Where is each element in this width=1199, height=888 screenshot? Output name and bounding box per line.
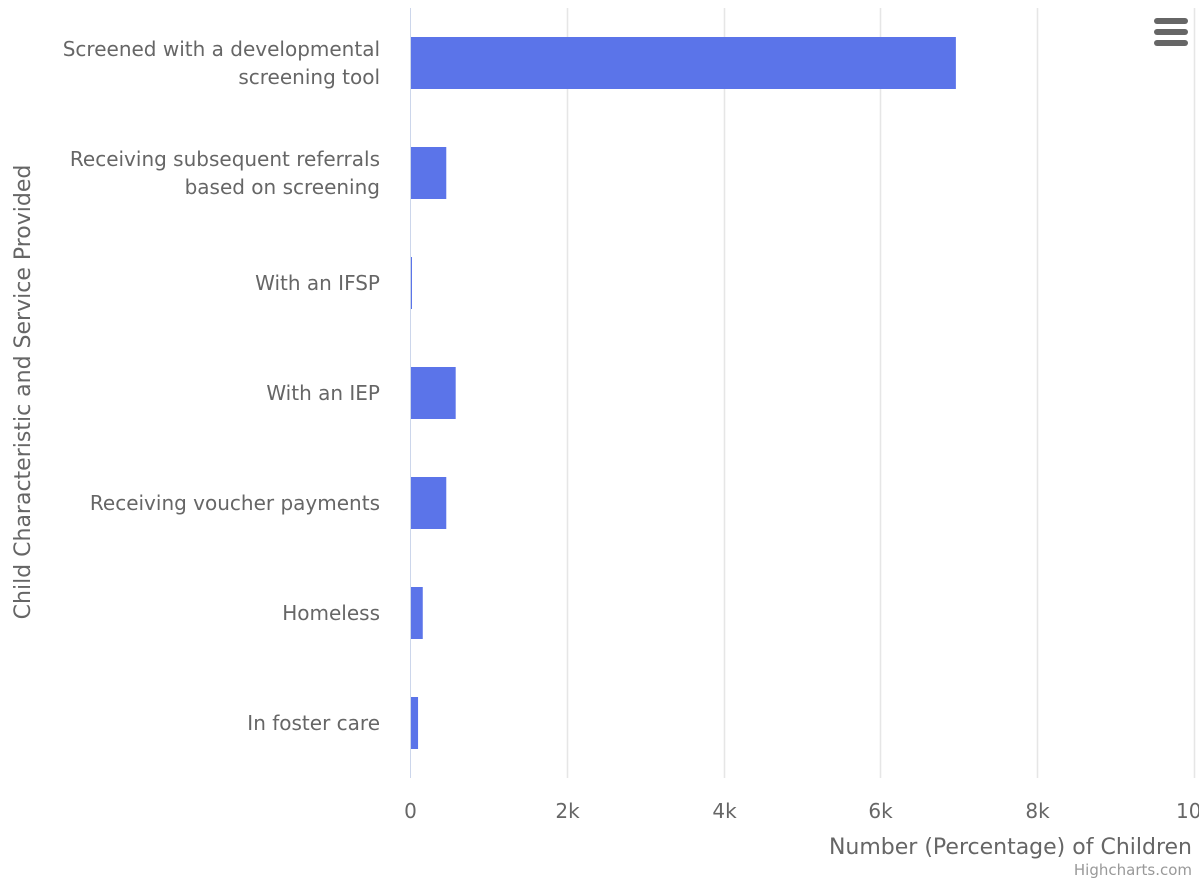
hamburger-menu-icon-line — [1154, 29, 1188, 35]
category-label: Receiving subsequent referrals based on s… — [70, 147, 380, 199]
x-tick-label: 8k — [1025, 799, 1050, 823]
bar — [411, 257, 412, 309]
x-axis-ticks: 0 2k 4k 6k 8k 10k — [404, 799, 1199, 823]
hamburger-menu-icon — [1154, 18, 1188, 24]
grid-lines — [566, 8, 1196, 778]
x-tick-label: 4k — [712, 799, 737, 823]
bar — [411, 697, 419, 749]
bar — [411, 477, 447, 529]
category-label: Receiving voucher payments — [90, 491, 380, 515]
category-label-line: Screened with a developmental — [63, 37, 380, 61]
x-tick-label: 2k — [555, 799, 580, 823]
bar — [411, 147, 447, 199]
category-label: Homeless — [282, 601, 380, 625]
bar — [411, 587, 423, 639]
bar — [411, 367, 456, 419]
category-label-line: In foster care — [247, 711, 380, 735]
x-tick-label: 0 — [404, 799, 417, 823]
category-label: With an IEP — [266, 381, 380, 405]
y-axis-categories: Screened with a developmental screening t… — [63, 37, 380, 735]
chart-menu-button[interactable] — [1148, 14, 1190, 50]
x-tick-label: 10k — [1176, 799, 1199, 823]
credits-link[interactable]: Highcharts.com — [1073, 861, 1192, 879]
category-label-line: based on screening — [185, 175, 380, 199]
category-label-line: With an IFSP — [255, 271, 380, 295]
x-tick-label: 6k — [868, 799, 893, 823]
x-axis-title: Number (Percentage) of Children — [829, 835, 1192, 860]
bar — [411, 37, 956, 89]
category-label: Screened with a developmental screening t… — [63, 37, 380, 89]
category-label-line: screening tool — [238, 65, 380, 89]
y-axis-title: Child Characteristic and Service Provide… — [11, 165, 36, 620]
category-label-line: Receiving voucher payments — [90, 491, 380, 515]
category-label: In foster care — [247, 711, 380, 735]
bars — [411, 37, 956, 749]
category-label: With an IFSP — [255, 271, 380, 295]
category-label-line: Receiving subsequent referrals — [70, 147, 380, 171]
hamburger-menu-icon-line — [1154, 40, 1188, 46]
category-label-line: With an IEP — [266, 381, 380, 405]
category-label-line: Homeless — [282, 601, 380, 625]
